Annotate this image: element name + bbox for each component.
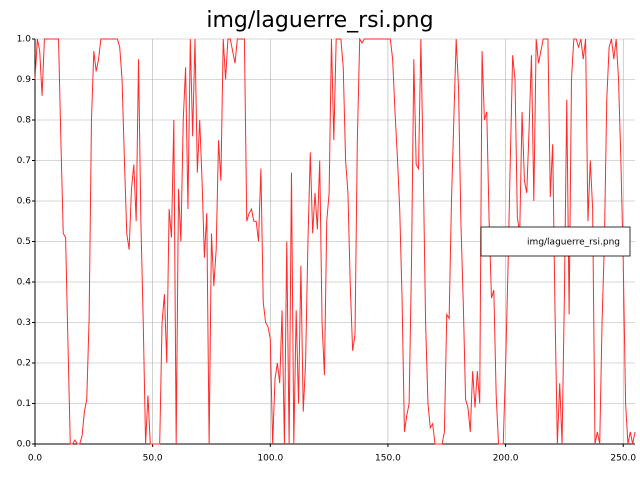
x-tick-label: 50.0 <box>143 454 163 464</box>
legend: img/laguerre_rsi.png <box>480 226 631 257</box>
y-tick-label: 0.5 <box>17 237 31 247</box>
legend-box <box>480 226 631 257</box>
x-tick-label: 100.0 <box>257 454 283 464</box>
y-tick-label: 0.0 <box>17 440 32 450</box>
y-tick-label: 0.4 <box>17 278 32 288</box>
chart-title: img/laguerre_rsi.png <box>206 8 433 33</box>
y-tick-label: 0.7 <box>17 156 31 166</box>
y-tick-label: 0.6 <box>17 197 32 207</box>
x-tick-label: 250.0 <box>610 454 636 464</box>
y-tick-label: 1.0 <box>17 35 32 45</box>
x-tick-label: 0.0 <box>28 454 43 464</box>
y-tick-label: 0.2 <box>17 359 31 369</box>
y-tick-label: 0.1 <box>17 399 31 409</box>
legend-label: img/laguerre_rsi.png <box>527 238 620 248</box>
data-line <box>34 37 636 445</box>
x-tick-label: 150.0 <box>375 454 401 464</box>
y-tick-label: 0.3 <box>17 318 31 328</box>
y-tick-label: 0.9 <box>17 75 32 85</box>
y-tick-label: 0.8 <box>17 116 32 126</box>
x-tick-label: 200.0 <box>493 454 519 464</box>
